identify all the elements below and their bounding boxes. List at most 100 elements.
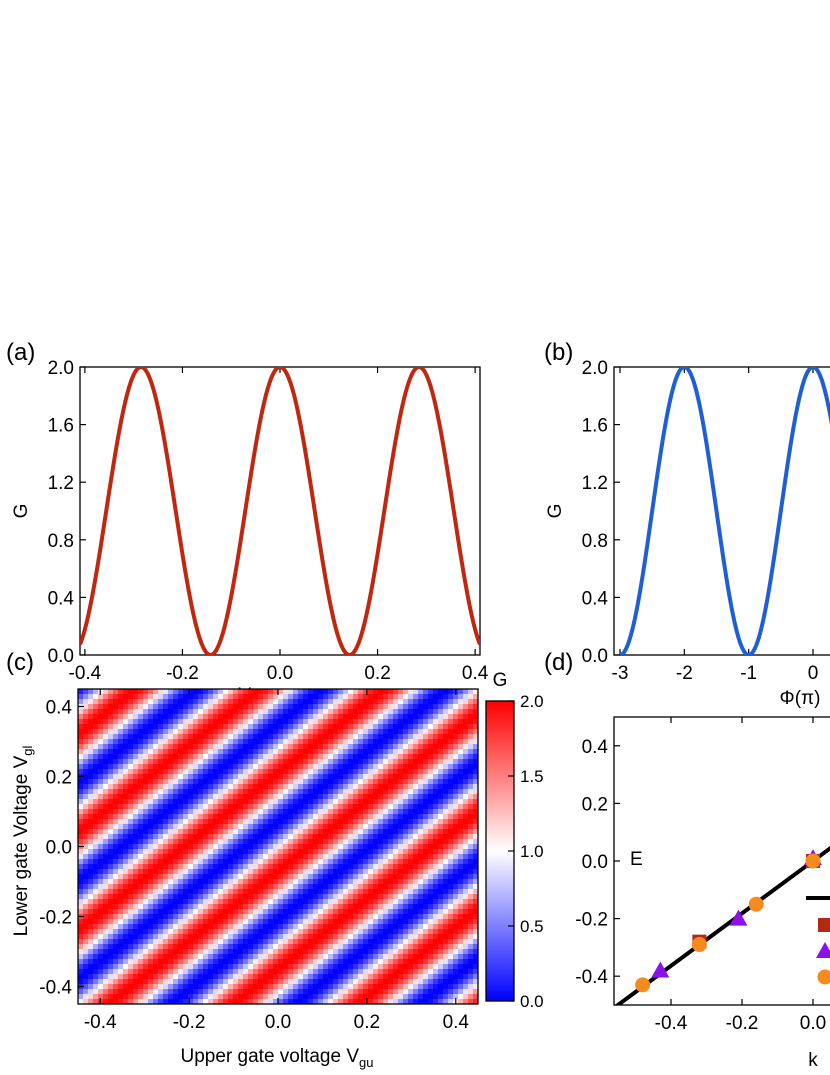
heatmap-cell: [343, 704, 349, 710]
heatmap-cell: [78, 799, 84, 805]
heatmap-cell: [258, 984, 264, 990]
heatmap-cell: [243, 739, 249, 745]
heatmap-cell: [443, 814, 449, 820]
heatmap-cell: [93, 774, 99, 780]
heatmap-cell: [353, 709, 359, 715]
heatmap-cell: [188, 769, 194, 775]
heatmap-cell: [278, 724, 284, 730]
heatmap-cell: [328, 814, 334, 820]
heatmap-cell: [388, 699, 394, 705]
heatmap-cell: [308, 774, 314, 780]
heatmap-cell: [108, 889, 114, 895]
heatmap-cell: [148, 784, 154, 790]
heatmap-cell: [168, 864, 174, 870]
heatmap-cell: [383, 804, 389, 810]
heatmap-cell: [128, 709, 134, 715]
heatmap-cell: [143, 899, 149, 905]
heatmap-cell: [238, 789, 244, 795]
heatmap-cell: [288, 769, 294, 775]
heatmap-cell: [328, 719, 334, 725]
heatmap-cell: [358, 919, 364, 925]
heatmap-cell: [103, 859, 109, 865]
heatmap-cell: [223, 734, 229, 740]
heatmap-cell: [188, 969, 194, 975]
heatmap-cell: [148, 944, 154, 950]
heatmap-cell: [173, 839, 179, 845]
heatmap-cell: [283, 749, 289, 755]
heatmap-cell: [83, 934, 89, 940]
heatmap-cell: [258, 944, 264, 950]
heatmap-cell: [98, 784, 104, 790]
heatmap-cell: [423, 829, 429, 835]
heatmap-cell: [403, 744, 409, 750]
heatmap-cell: [383, 834, 389, 840]
heatmap-cell: [273, 754, 279, 760]
heatmap-cell: [428, 809, 434, 815]
heatmap-cell: [203, 734, 209, 740]
heatmap-cell: [333, 764, 339, 770]
heatmap-cell: [138, 824, 144, 830]
heatmap-cell: [423, 769, 429, 775]
heatmap-cell: [318, 744, 324, 750]
heatmap-cell: [108, 919, 114, 925]
heatmap-cell: [273, 944, 279, 950]
heatmap-cell: [373, 739, 379, 745]
heatmap-cell: [473, 874, 479, 880]
heatmap-cell: [423, 974, 429, 980]
heatmap-cell: [453, 824, 459, 830]
heatmap-cell: [268, 864, 274, 870]
heatmap-cell: [208, 924, 214, 930]
heatmap-cell: [133, 984, 139, 990]
heatmap-cell: [278, 909, 284, 915]
heatmap-cell: [128, 719, 134, 725]
heatmap-cell: [243, 944, 249, 950]
heatmap-cell: [473, 704, 479, 710]
heatmap-cell: [253, 719, 259, 725]
heatmap-cell: [283, 814, 289, 820]
heatmap-cell: [413, 889, 419, 895]
heatmap-cell: [268, 824, 274, 830]
heatmap-cell: [423, 869, 429, 875]
heatmap-cell: [398, 889, 404, 895]
heatmap-cell: [178, 704, 184, 710]
heatmap-cell: [453, 714, 459, 720]
heatmap-cell: [248, 744, 254, 750]
heatmap-cell: [338, 939, 344, 945]
heatmap-cell: [83, 919, 89, 925]
heatmap-cell: [268, 784, 274, 790]
heatmap-cell: [248, 814, 254, 820]
heatmap-cell: [173, 819, 179, 825]
heatmap-cell: [228, 839, 234, 845]
heatmap-cell: [368, 884, 374, 890]
heatmap-cell: [218, 964, 224, 970]
heatmap-cell: [213, 954, 219, 960]
heatmap-cell: [393, 944, 399, 950]
heatmap-cell: [83, 784, 89, 790]
heatmap-cell: [408, 794, 414, 800]
heatmap-cell: [278, 789, 284, 795]
heatmap-cell: [448, 894, 454, 900]
heatmap-cell: [248, 734, 254, 740]
heatmap-cell: [238, 884, 244, 890]
heatmap-cell: [323, 829, 329, 835]
heatmap-cell: [133, 899, 139, 905]
heatmap-cell: [238, 749, 244, 755]
heatmap-cell: [388, 694, 394, 700]
heatmap-cell: [178, 784, 184, 790]
heatmap-cell: [268, 809, 274, 815]
heatmap-cell: [318, 859, 324, 865]
heatmap-cell: [178, 829, 184, 835]
heatmap-cell: [158, 689, 164, 695]
heatmap-cell: [358, 899, 364, 905]
heatmap-cell: [113, 959, 119, 965]
heatmap-cell: [373, 884, 379, 890]
heatmap-cell: [323, 889, 329, 895]
heatmap-cell: [408, 979, 414, 985]
heatmap-cell: [268, 734, 274, 740]
heatmap-cell: [358, 889, 364, 895]
heatmap-cell: [393, 709, 399, 715]
heatmap-cell: [213, 834, 219, 840]
heatmap-cell: [303, 724, 309, 730]
heatmap-cell: [418, 824, 424, 830]
heatmap-cell: [398, 809, 404, 815]
